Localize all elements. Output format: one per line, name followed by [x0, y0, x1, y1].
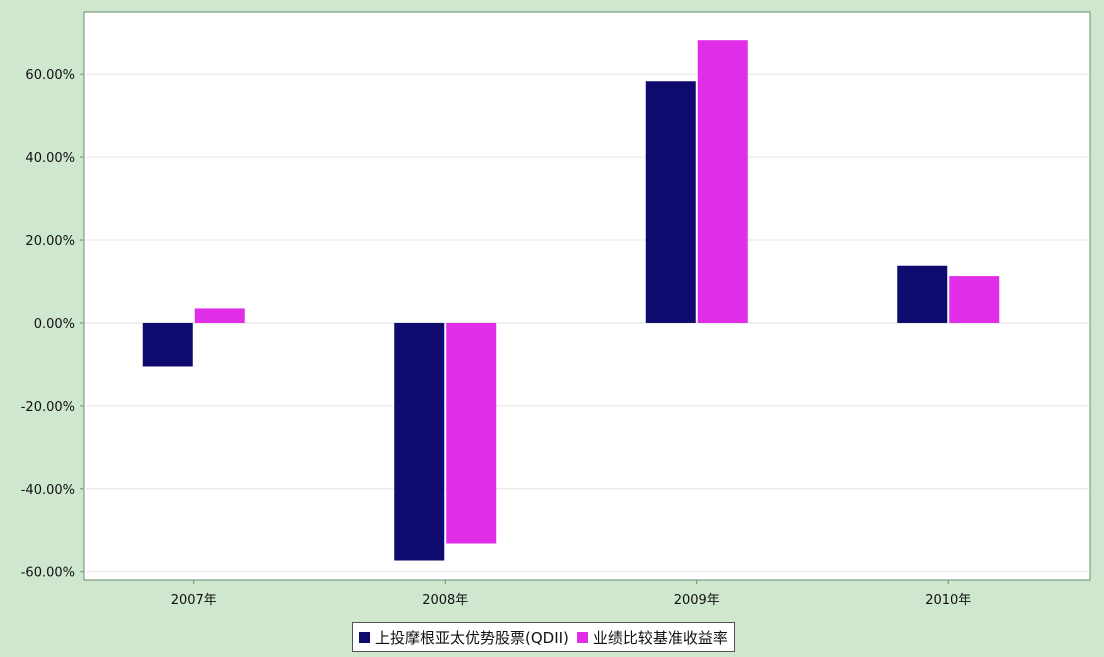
- legend-swatch-series-2: [576, 631, 588, 643]
- bar-series-1: [897, 265, 948, 323]
- bar-series-2: [194, 308, 245, 323]
- x-tick-label: 2010年: [925, 593, 971, 608]
- legend-swatch-series-1: [359, 631, 370, 643]
- bar-series-2: [697, 40, 748, 323]
- y-tick-label: 0.00%: [34, 317, 75, 332]
- legend-item-series-2: 业绩比较基准收益率: [576, 627, 728, 648]
- bar-series-1: [142, 322, 193, 367]
- y-tick-label: 60.00%: [25, 68, 75, 83]
- y-tick-label: -60.00%: [21, 566, 75, 581]
- legend-label-series-1: 上投摩根亚太优势股票(QDII): [375, 628, 569, 647]
- x-tick-label: 2009年: [674, 593, 720, 608]
- x-tick-label: 2008年: [422, 593, 468, 608]
- x-tick-label: 2007年: [171, 593, 217, 608]
- y-tick-label: 20.00%: [25, 234, 75, 249]
- legend-label-series-2: 业绩比较基准收益率: [592, 628, 728, 647]
- bar-series-1: [394, 322, 445, 561]
- legend-item-series-1: 上投摩根亚太优势股票(QDII): [359, 627, 569, 648]
- bar-series-1: [645, 81, 696, 323]
- y-tick-label: -20.00%: [21, 400, 75, 415]
- y-tick-label: -40.00%: [21, 483, 75, 498]
- bar-series-2: [949, 276, 1000, 323]
- y-tick-label: 40.00%: [25, 151, 75, 166]
- chart-legend: 上投摩根亚太优势股票(QDII) 业绩比较基准收益率: [352, 622, 735, 652]
- bar-series-2: [446, 322, 497, 544]
